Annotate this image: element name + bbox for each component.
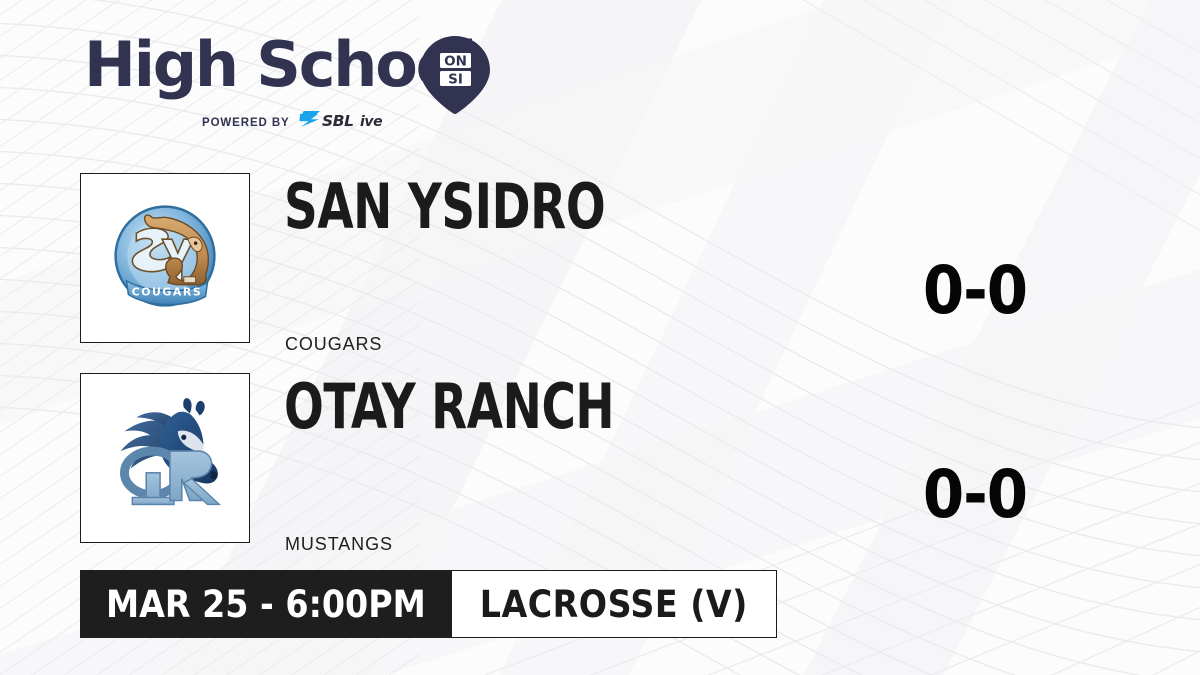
team-name: OTAY RANCH [284,370,615,443]
svg-text:ON: ON [444,54,467,70]
team-record: 0-0 [922,456,1028,533]
brand-header: High School ON SI POWERED BY SBL ive [84,32,514,136]
team-record: 0-0 [922,252,1028,329]
team-logo-box[interactable]: COUGARS [80,173,250,343]
team-row: COUGARS SAN YSIDRO COUGARS 0-0 [0,162,1200,362]
team-mascot: MUSTANGS [285,534,393,554]
powered-by-block: POWERED BY SBL ive [202,110,394,135]
team-name: SAN YSIDRO [284,170,606,243]
sblive-logo-icon: SBL ive [298,110,394,135]
on-si-pin-icon: ON SI [420,36,490,114]
game-info-bar: MAR 25 - 6:00PM LACROSSE (V) [80,570,777,638]
team-logo-box[interactable] [80,373,250,543]
san-ysidro-cougars-logo-icon: COUGARS [81,174,249,342]
svg-text:SBL: SBL [322,112,354,130]
otay-ranch-mustangs-logo-icon [81,374,249,542]
svg-text:COUGARS: COUGARS [132,286,203,299]
team-mascot: COUGARS [285,334,383,354]
powered-by-label: POWERED BY [202,116,290,129]
game-datetime: MAR 25 - 6:00PM [80,570,452,638]
svg-text:ive: ive [360,114,382,130]
game-sport: LACROSSE (V) [451,570,777,638]
svg-text:SI: SI [448,72,463,88]
team-row: OTAY RANCH MUSTANGS 0-0 [0,362,1200,562]
brand-wordmark: High School [84,28,477,101]
